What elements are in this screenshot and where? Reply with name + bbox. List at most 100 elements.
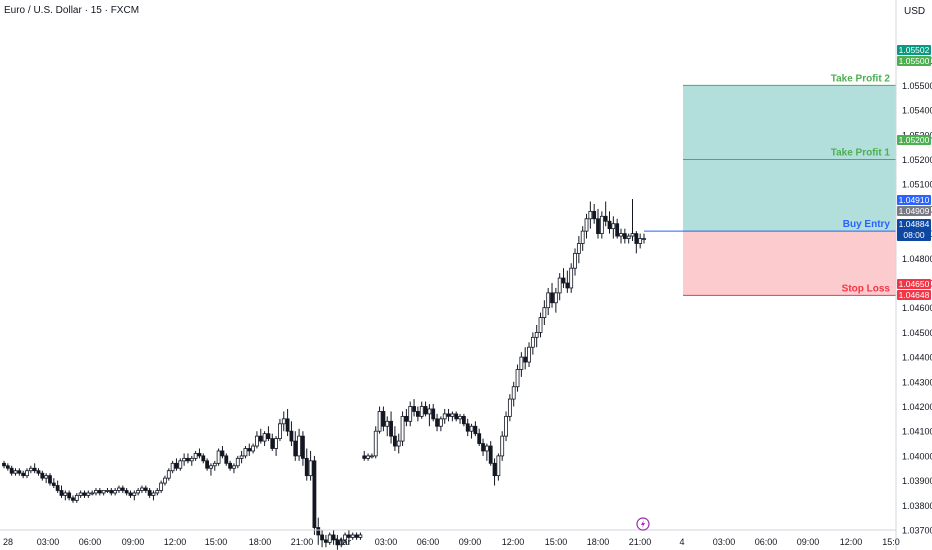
candle [82,490,87,498]
candle-body [32,467,37,472]
time-tick-label: 03:00 [37,537,60,547]
candle [166,468,171,481]
time-tick-label: 18:00 [249,537,272,547]
price-tag-value: 1.05200 [899,135,930,145]
time-tick-label: 18:00 [587,537,610,547]
candle [492,458,497,486]
candle [124,488,129,496]
candle [607,211,612,234]
candle [534,324,539,348]
candle [285,408,290,437]
candle [546,287,551,316]
lightning-icon[interactable] [636,517,650,531]
candle-body [124,490,129,494]
candle [67,490,72,501]
candle-body [607,220,612,230]
candle-body [642,238,646,240]
candle-body [465,423,470,432]
candle-body [13,470,18,474]
candle [469,423,474,439]
price-tag-bg [897,195,931,205]
candle-body [316,527,321,536]
candle-body [603,215,608,222]
candle [216,448,221,466]
loss-zone[interactable] [683,231,896,296]
candle-body [523,356,528,363]
candle [255,431,259,449]
time-axis[interactable]: 28 03:00 06:00 09:00 12:00 15:00 18:00 21:00 Mar… [3,537,900,547]
candle-body [500,435,505,457]
candle-body [25,470,29,477]
candle-body [293,440,298,457]
candle-body [584,218,589,232]
candle-body [626,235,631,239]
level-label: Take Profit 1 [831,148,891,159]
price-tag: 1.04909 [897,206,931,216]
candle [542,300,547,325]
candle-body [44,475,49,479]
candle [304,448,309,481]
time-tick-label: 12:00 [502,537,525,547]
candle [9,465,14,476]
candle-body [270,438,275,449]
candle [350,532,355,540]
candle-body [258,435,263,442]
candle-body [266,433,271,440]
candle [132,490,137,501]
candle [274,436,278,456]
time-tick-label: 09:00 [122,537,145,547]
price-tag-value: 1.04648 [899,290,930,300]
currency-label[interactable]: USD [904,6,926,17]
candle-body [389,420,393,437]
price-tick-label: 1.04000 [902,451,932,461]
candle [362,450,367,461]
price-tag-value: 1.04909 [899,206,930,216]
candle-body [619,233,623,237]
candle-body [17,470,22,474]
candle [17,468,22,476]
candle-body [151,492,156,496]
candle [289,421,294,447]
candle-body [262,433,267,442]
price-tag: 1.05200 [897,135,931,145]
candle-body [48,475,52,484]
candle [331,530,336,545]
price-tag-value: 1.05500 [899,56,930,66]
candle [396,433,401,454]
candle-body [209,465,213,469]
candle [477,428,482,447]
price-tick-label: 1.03900 [902,476,932,486]
candle [51,478,56,489]
candle-body [423,406,428,415]
candle [258,428,263,444]
price-tick-label: 1.04300 [902,377,932,387]
candle-body [324,539,328,543]
candle-body [358,534,363,538]
time-tick-label: 12:00 [840,537,863,547]
candle [312,455,317,535]
candle [504,411,508,442]
candle [442,408,447,424]
profit-zone[interactable] [683,85,896,232]
candle-body [354,534,359,538]
candle [523,347,528,370]
candle [247,443,252,456]
candle [335,534,340,550]
candle [496,453,501,481]
candle-body [308,460,313,477]
candle [412,399,416,417]
candle [488,441,493,466]
candlestick-series [2,199,646,550]
candle [74,492,79,503]
candle-body [347,534,351,538]
candle [140,485,144,493]
candle [316,517,321,545]
candle [599,211,604,239]
candle-body [224,455,229,464]
candle-body [622,233,627,239]
candle [619,228,623,244]
candle-body [235,457,240,467]
price-tag-countdown: 08:00 [903,230,925,240]
candle [155,488,160,496]
